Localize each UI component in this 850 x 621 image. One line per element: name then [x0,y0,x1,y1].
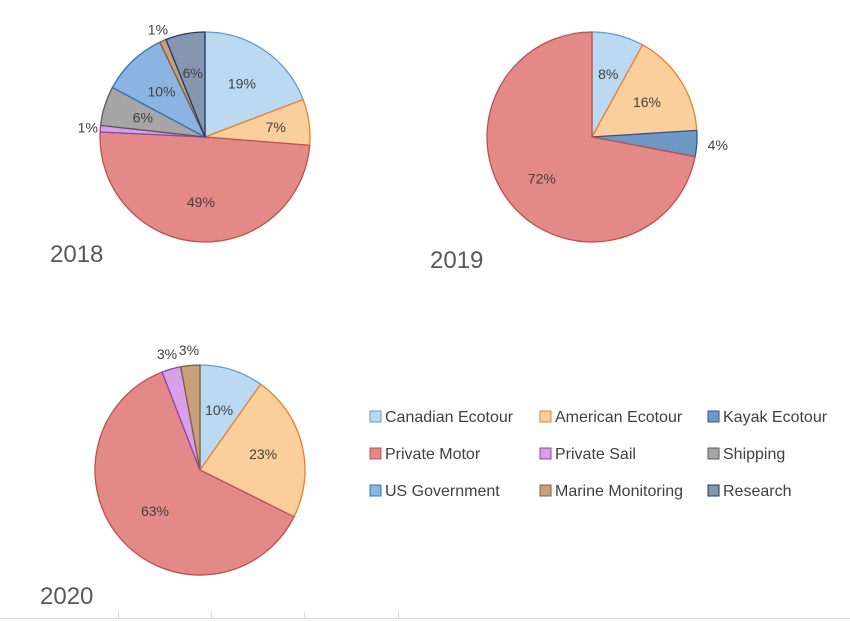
pie-slice-research [165,31,206,138]
year-label-2020: 2020 [40,583,93,610]
data-label-american-ecotour: 16% [633,94,661,110]
bottom-tick [398,612,399,619]
year-label-2019: 2019 [430,247,483,274]
pie-2019: 8% 16% 4% 72% [486,31,728,243]
data-label-marine-monitoring: 3% [179,342,199,358]
pie-slice-marine-monitoring [179,364,201,471]
data-label-canadian-ecotour: 10% [205,402,233,418]
legend-swatch-shipping [707,447,720,460]
year-label-2018: 2018 [50,241,103,268]
legend-swatch-private-motor [369,447,382,460]
legend-label-canadian-ecotour: Canadian Ecotour [385,409,514,426]
legend-label-private-motor: Private Motor [385,446,481,463]
legend-label-private-sail: Private Sail [555,446,636,463]
legend-swatch-american-ecotour [539,410,552,423]
data-label-private-motor: 72% [528,171,556,187]
data-label-american-ecotour: 23% [249,446,277,462]
legend-label-shipping: Shipping [723,446,785,463]
pie-slice-american-ecotour [199,383,306,518]
legend-label-us-government: US Government [385,483,500,500]
data-label-private-sail: 1% [78,120,98,136]
data-label-shipping: 6% [133,110,153,126]
pie-slice-canadian-ecotour [204,31,304,138]
data-label-canadian-ecotour: 8% [598,66,618,82]
pie-2020: 10% 23% 63% 3% 3% [94,342,306,576]
legend-swatch-canadian-ecotour [369,410,382,423]
pie-2018: 19% 7% 49% 1% 6% 10% 1% 6% [78,21,311,243]
legend-swatch-us-government [369,484,382,497]
bottom-tick [211,612,212,619]
pie-slice-private-motor [99,131,311,243]
pie-slice-private-motor [94,371,295,576]
pie-slice-private-motor [486,31,696,243]
legend-swatch-research [707,484,720,497]
data-label-research: 6% [183,65,203,81]
legend-label-marine-monitoring: Marine Monitoring [555,483,683,500]
data-label-us-government: 10% [147,83,175,99]
bottom-rule [0,618,850,619]
legend-label-american-ecotour: American Ecotour [555,409,683,426]
legend-label-research: Research [723,483,791,500]
legend: Canadian Ecotour American Ecotour Kayak Ec… [369,409,828,500]
data-label-private-motor: 49% [187,194,215,210]
data-label-marine-monitoring: 1% [148,21,168,37]
legend-swatch-private-sail [539,447,552,460]
legend-swatch-marine-monitoring [539,484,552,497]
data-label-american-ecotour: 7% [266,119,286,135]
pie-slice-american-ecotour [590,44,698,138]
data-label-canadian-ecotour: 19% [228,75,256,91]
data-label-private-motor: 63% [141,503,169,519]
bottom-tick [304,612,305,619]
bottom-tick [118,612,119,619]
data-label-kayak-ecotour: 4% [708,137,728,153]
legend-label-kayak-ecotour: Kayak Ecotour [723,409,828,426]
legend-swatch-kayak-ecotour [707,410,720,423]
data-label-private-sail: 3% [157,346,177,362]
